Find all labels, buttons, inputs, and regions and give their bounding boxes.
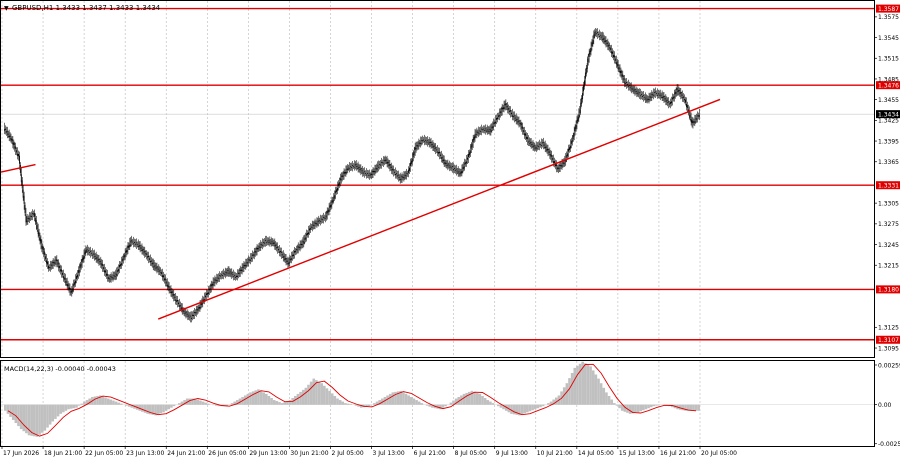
trend-line[interactable] — [0, 163, 36, 173]
price-tick-label: 1.3515 — [878, 56, 899, 63]
level-price-tag — [876, 285, 900, 294]
time-tick-label: 10 Jul 21:00 — [537, 450, 573, 457]
macd-label: MACD(14,22,3) -0.00040 -0.00043 — [4, 365, 116, 373]
price-tick-label: 1.3245 — [878, 242, 899, 249]
levels-layer — [1, 7, 874, 341]
level-price-tag — [876, 181, 900, 190]
macd-tick-label: 0.00 — [878, 402, 892, 409]
time-tick-label: 15 Jul 13:00 — [619, 450, 655, 457]
trend-layer — [0, 98, 721, 320]
time-tick-label: 9 Jul 13:00 — [496, 450, 528, 457]
time-tick-label: 17 Jun 2026 — [3, 450, 39, 457]
grid-layer — [1, 1, 874, 446]
time-tick-label: 30 Jun 21:00 — [290, 450, 328, 457]
time-tick-label: 29 Jun 13:00 — [249, 450, 287, 457]
time-tick-label: 18 Jun 21:00 — [44, 450, 82, 457]
current-price-label: 1.3434 — [878, 111, 899, 118]
macd-layer — [1, 361, 874, 437]
chart-menu-icon[interactable]: ▼ — [4, 5, 9, 12]
level-price-label: 1.3180 — [878, 287, 899, 294]
time-tick-label: 2 Jul 05:00 — [331, 450, 363, 457]
level-price-tag — [876, 4, 900, 13]
price-tick-label: 1.3485 — [878, 76, 899, 83]
chart-title: GBPUSD,H1 1.3433 1.3437 1.3433 1.3434 — [12, 4, 161, 12]
price-tick-label: 1.3545 — [878, 35, 899, 42]
time-tick-label: 8 Jul 05:00 — [455, 450, 487, 457]
price-tick-label: 1.3395 — [878, 138, 899, 145]
level-price-label: 1.3587 — [878, 6, 899, 13]
current-price-tag — [876, 110, 900, 119]
price-tick-label: 1.3575 — [878, 14, 899, 21]
time-tick-label: 23 Jun 13:00 — [126, 450, 164, 457]
price-tick-label: 1.3425 — [878, 118, 899, 125]
price-axis: 1.3575 1.3545 1.3515 1.3485 1.3455 1.3425 1.33… — [874, 4, 900, 448]
candles-layer — [4, 28, 700, 323]
time-tick-label: 22 Jun 05:00 — [85, 450, 123, 457]
level-price-tag — [876, 335, 900, 344]
trend-line[interactable] — [157, 98, 721, 320]
macd-signal-line — [7, 363, 697, 437]
level-price-label: 1.3107 — [878, 337, 899, 344]
level-price-label: 1.3476 — [878, 82, 899, 89]
price-tick-label: 1.3275 — [878, 221, 899, 228]
time-tick-label: 3 Jul 13:00 — [373, 450, 405, 457]
main-panel-frame — [0, 0, 875, 358]
time-tick-label: 26 Jun 05:00 — [208, 450, 246, 457]
macd-tick-label: -0.00255 — [878, 441, 900, 448]
time-tick-label: 24 Jun 21:00 — [167, 450, 205, 457]
price-tick-label: 1.3095 — [878, 345, 899, 352]
price-tick-label: 1.3215 — [878, 263, 899, 270]
price-tick-label: 1.3305 — [878, 200, 899, 207]
time-axis: 17 Jun 2026 18 Jun 21:00 22 Jun 05:00 23 Ju… — [1, 446, 737, 457]
price-tick-label: 1.3125 — [878, 325, 899, 332]
price-tick-label: 1.3365 — [878, 159, 899, 166]
macd-tick-label: 0.00259 — [878, 362, 900, 369]
level-price-tag — [876, 81, 900, 90]
price-tick-label: 1.3455 — [878, 97, 899, 104]
time-tick-label: 16 Jul 21:00 — [660, 450, 696, 457]
time-tick-label: 20 Jul 05:00 — [701, 450, 737, 457]
time-tick-label: 14 Jul 05:00 — [578, 450, 614, 457]
macd-panel-frame — [0, 360, 875, 447]
time-tick-label: 6 Jul 21:00 — [414, 450, 446, 457]
level-price-label: 1.3331 — [878, 183, 899, 190]
